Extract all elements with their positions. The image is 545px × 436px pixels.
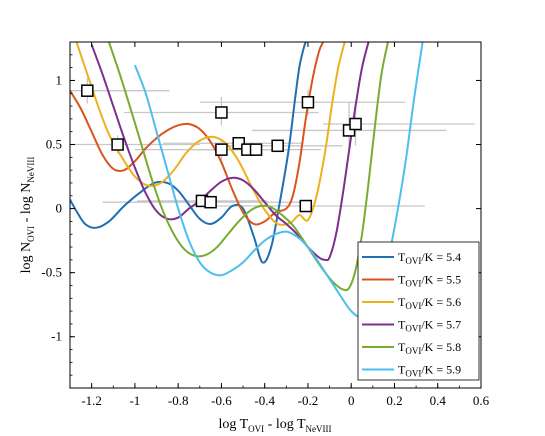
data-point	[299, 199, 313, 213]
x-tick-label: 0.2	[386, 393, 402, 408]
x-tick-label: 0.4	[430, 393, 447, 408]
plot-frame	[69, 41, 482, 389]
x-axis-title: log TOVI - log TNeVIII	[218, 417, 331, 434]
model-curves	[70, 42, 424, 319]
x-tick-label: -0.2	[298, 393, 319, 408]
legend-label: TOVI/K = 5.6	[398, 295, 461, 311]
legend-label: TOVI/K = 5.8	[398, 340, 461, 356]
series-line	[90, 42, 370, 262]
y-tick-label: -0.5	[41, 265, 62, 280]
y-tick-label: 0.5	[46, 137, 62, 152]
data-point	[232, 136, 245, 150]
x-tick-label: 0.6	[473, 393, 490, 408]
data-point	[215, 143, 228, 156]
y-tick-label: 1	[56, 72, 63, 87]
legend-label: TOVI/K = 5.4	[398, 250, 461, 266]
x-tick-label: -1.2	[81, 393, 102, 408]
series-line	[70, 42, 325, 226]
data-point	[349, 117, 362, 131]
legend-label: TOVI/K = 5.5	[398, 273, 461, 289]
data-point	[342, 124, 356, 137]
data-point	[271, 139, 284, 153]
data-point	[204, 195, 217, 209]
legend: TOVI/K = 5.4 TOVI/K = 5.5 TOVI/K = 5.6 TOVI…	[357, 241, 480, 381]
data-point	[215, 106, 228, 119]
series-line	[70, 42, 307, 264]
x-tick-label: -0.8	[168, 393, 189, 408]
observation-markers	[81, 84, 362, 213]
legend-box	[357, 241, 480, 381]
y-axis: -1 -0.5 0 0.5 1	[41, 41, 481, 389]
x-tick-label: -1	[129, 393, 140, 408]
series-line	[107, 42, 389, 292]
y-tick-label: -1	[51, 329, 62, 344]
data-point	[81, 84, 94, 97]
x-tick-label: -0.4	[254, 393, 275, 408]
series-line	[75, 42, 346, 226]
y-tick-label: 0	[56, 201, 63, 216]
data-point	[249, 143, 263, 156]
legend-label: TOVI/K = 5.9	[398, 363, 461, 379]
data-point	[301, 95, 315, 109]
data-point	[111, 138, 124, 151]
x-tick-label: 0	[348, 393, 355, 408]
legend-label: TOVI/K = 5.7	[398, 318, 461, 334]
x-tick-label: -0.6	[211, 393, 232, 408]
x-axis: -1.2 -1 -0.8 -0.6 -0.4 -0.2 0 0.2 0.4 0.6	[69, 42, 490, 408]
y-axis-title: log NOVI - log NNeVIII	[19, 157, 36, 274]
